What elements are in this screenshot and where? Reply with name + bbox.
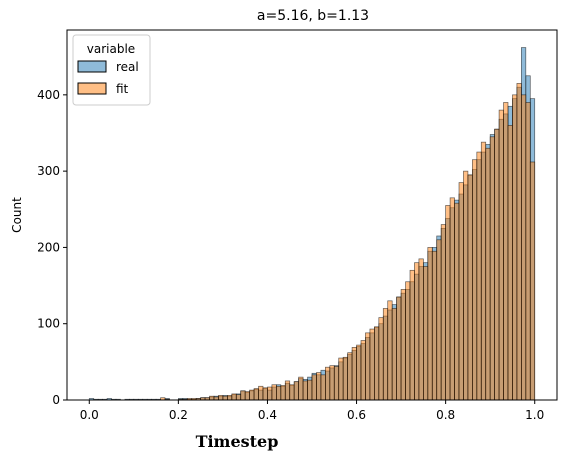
bar-fit-89 xyxy=(485,147,491,401)
bar-fit-39 xyxy=(262,387,268,401)
bar-fit-35 xyxy=(244,391,250,401)
bar-fit-74 xyxy=(418,258,424,401)
bar-fit-71 xyxy=(405,281,411,401)
y-axis-ticks: 0 100 200 300 400 xyxy=(37,88,67,407)
bar-fit-86 xyxy=(472,159,478,401)
bar-fit-48 xyxy=(302,380,308,401)
chart-title: a=5.16, b=1.13 xyxy=(257,8,369,24)
bar-fit-56 xyxy=(338,357,344,401)
bar-fit-44 xyxy=(284,380,291,401)
bar-fit-76 xyxy=(427,247,433,401)
x-tick-label: 0.2 xyxy=(169,408,188,422)
bar-fit-59 xyxy=(351,347,357,401)
bar-fit-93 xyxy=(503,102,509,401)
bar-fit-79 xyxy=(440,224,446,401)
y-tick-label: 0 xyxy=(52,393,60,407)
x-tick-label: 1.0 xyxy=(525,408,544,422)
bar-fit-97 xyxy=(521,94,527,401)
bar-fit-85 xyxy=(467,174,473,401)
bar-fit-90 xyxy=(489,136,495,401)
legend: variable real fit xyxy=(72,34,151,106)
bar-fit-81 xyxy=(449,197,455,401)
bar-fit-67 xyxy=(387,300,393,401)
bar-fit-80 xyxy=(445,205,451,401)
bar-fit-88 xyxy=(480,141,487,401)
bar-fit-32 xyxy=(231,393,237,401)
legend-label-fit: fit xyxy=(116,82,129,96)
bar-fit-94 xyxy=(507,125,513,401)
bar-fit-50 xyxy=(311,374,317,401)
bar-fit-49 xyxy=(307,379,313,401)
bar-fit-30 xyxy=(222,395,228,401)
bar-fit-60 xyxy=(356,344,362,401)
bar-fit-38 xyxy=(258,385,264,401)
bar-fit-36 xyxy=(249,389,255,401)
bar-fit-51 xyxy=(316,372,322,401)
x-tick-label: 0.0 xyxy=(80,408,99,422)
x-tick-label: 0.8 xyxy=(436,408,455,422)
bar-fit-73 xyxy=(414,262,420,401)
bar-fit-72 xyxy=(409,269,415,401)
x-axis-label: Timestep xyxy=(196,432,279,451)
bar-fit-55 xyxy=(333,366,340,401)
bar-fit-68 xyxy=(391,308,397,401)
x-tick-label: 0.4 xyxy=(258,408,277,422)
legend-swatch-real xyxy=(77,60,107,73)
bar-fit-83 xyxy=(458,182,464,401)
bar-fit-45 xyxy=(289,384,295,401)
bar-fit-99 xyxy=(529,161,536,401)
bar-fit-47 xyxy=(298,376,304,401)
bar-fit-33 xyxy=(235,394,242,401)
y-tick-label: 200 xyxy=(37,240,60,254)
bar-fit-58 xyxy=(347,352,353,401)
bar-fit-87 xyxy=(476,151,482,401)
x-axis-ticks: 0.0 0.2 0.4 0.6 0.8 1.0 xyxy=(80,400,544,422)
bar-fit-29 xyxy=(218,395,224,401)
bar-fit-92 xyxy=(498,109,504,401)
bar-fit-34 xyxy=(240,390,246,401)
bar-fit-77 xyxy=(431,250,438,401)
bars-layer xyxy=(88,47,536,401)
legend-title: variable xyxy=(87,42,135,56)
bar-fit-91 xyxy=(494,128,500,401)
plot-frame xyxy=(66,29,558,401)
bar-fit-57 xyxy=(342,356,348,401)
y-tick-label: 100 xyxy=(37,317,60,331)
bar-fit-75 xyxy=(423,266,429,401)
bar-fit-42 xyxy=(276,385,282,401)
bar-fit-27 xyxy=(209,395,215,401)
bar-fit-84 xyxy=(463,170,469,401)
bar-fit-64 xyxy=(374,326,380,401)
bar-fit-40 xyxy=(267,386,273,401)
bar-fit-54 xyxy=(329,365,335,401)
bar-fit-61 xyxy=(360,340,366,401)
legend-label-real: real xyxy=(116,60,139,74)
bar-fit-98 xyxy=(525,102,531,401)
bar-fit-70 xyxy=(400,289,406,401)
legend-swatch-fit xyxy=(77,82,107,95)
bar-fit-63 xyxy=(369,328,375,401)
bar-fit-46 xyxy=(293,381,299,401)
y-tick-label: 400 xyxy=(37,88,60,102)
bar-fit-31 xyxy=(227,395,233,401)
bar-fit-95 xyxy=(512,94,518,401)
bar-fit-37 xyxy=(253,388,259,401)
bar-fit-52 xyxy=(320,374,326,401)
bar-fit-41 xyxy=(271,384,277,401)
x-tick-label: 0.6 xyxy=(347,408,366,422)
bar-fit-53 xyxy=(325,366,331,401)
bar-fit-78 xyxy=(436,239,442,401)
bar-fit-66 xyxy=(382,308,389,401)
y-axis-label: Count xyxy=(10,197,24,233)
y-tick-label: 300 xyxy=(37,164,60,178)
bar-fit-65 xyxy=(378,317,384,401)
bar-fit-96 xyxy=(516,83,522,401)
bar-fit-43 xyxy=(280,385,286,401)
bar-fit-62 xyxy=(365,332,371,401)
bar-fit-69 xyxy=(396,296,402,401)
bar-fit-82 xyxy=(454,202,460,401)
